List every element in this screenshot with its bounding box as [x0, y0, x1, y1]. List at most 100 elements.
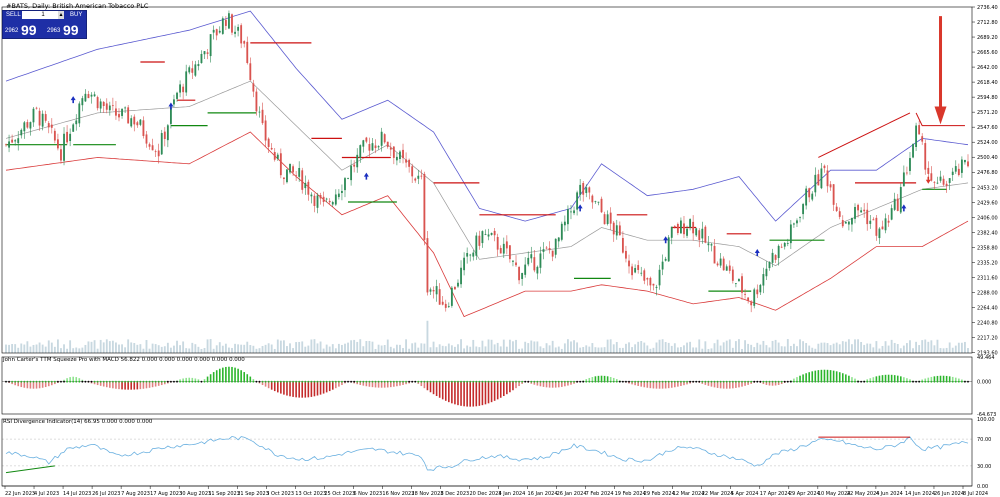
squeeze-dot: [231, 380, 233, 383]
candle-body: [224, 19, 227, 26]
volume-bar: [206, 339, 209, 353]
candle-body: [206, 52, 209, 54]
volume-bar: [133, 343, 136, 353]
squeeze-dot: [423, 380, 426, 383]
candle-body: [322, 196, 325, 202]
candle-body: [47, 123, 50, 128]
candle-body: [157, 150, 160, 157]
volume-bar: [29, 346, 32, 353]
squeeze-dot: [295, 380, 298, 383]
squeeze-dot: [322, 380, 325, 383]
time-tick-label: 25 Oct 2023: [324, 491, 355, 497]
price-tick-label: 2594.80: [977, 95, 998, 101]
volume-bar: [637, 341, 640, 353]
time-tick-label: 13 Oct 2023: [295, 491, 326, 497]
candle-body: [457, 282, 459, 287]
squeeze-dot: [493, 380, 496, 383]
price-tick-label: 2524.00: [977, 140, 998, 146]
squeeze-dot: [203, 380, 206, 383]
candle-body: [231, 14, 233, 33]
squeeze-dot: [377, 380, 380, 383]
candle-body: [496, 236, 499, 250]
volume-bar: [548, 345, 551, 353]
candle-body: [902, 172, 905, 187]
time-tick-label: 17 Apr 2024: [760, 491, 791, 497]
price-tick-label: 2476.80: [977, 170, 998, 176]
sell-label[interactable]: SELL: [6, 12, 21, 18]
candle-body: [927, 167, 930, 174]
candle-body: [750, 302, 753, 306]
buy-label[interactable]: BUY: [70, 12, 83, 18]
squeeze-dot: [170, 380, 172, 383]
squeeze-dot: [622, 380, 624, 383]
volume-bar: [273, 348, 276, 353]
volume-bar: [591, 343, 594, 353]
candle-body: [521, 272, 524, 279]
price-tick-label: 2311.60: [977, 275, 998, 281]
squeeze-dot: [835, 380, 838, 383]
squeeze-dot: [490, 380, 493, 383]
squeeze-dot: [237, 380, 240, 383]
volume-bar: [768, 347, 771, 353]
volume-bar: [362, 346, 365, 353]
candle-body: [576, 192, 579, 210]
volume-bar: [747, 343, 750, 353]
squeeze-dot: [643, 380, 646, 383]
volume-bar: [371, 341, 374, 353]
candle-body: [75, 120, 78, 125]
volume-bar: [606, 339, 609, 353]
squeeze-dot: [475, 380, 478, 383]
squeeze-dot: [502, 380, 505, 383]
squeeze-dot: [921, 380, 924, 383]
candle-body: [298, 167, 301, 177]
volume-bar: [313, 339, 316, 353]
time-tick-label: 22 Mar 2024: [702, 491, 734, 497]
price-tick-label: 2689.20: [977, 35, 998, 41]
volume-bar: [392, 348, 395, 353]
volume-bar: [896, 344, 899, 353]
squeeze-dot: [509, 380, 511, 383]
volume-bar: [111, 340, 114, 353]
squeeze-dot: [460, 380, 462, 383]
volume-bar: [545, 343, 548, 353]
candle-body: [765, 268, 768, 277]
squeeze-dot: [802, 380, 804, 383]
volume-bar: [692, 347, 695, 353]
candle-body: [829, 184, 832, 188]
candle-body: [533, 257, 536, 271]
volume-bar: [60, 348, 62, 353]
volume-bar: [383, 345, 386, 353]
squeeze-dot: [148, 380, 151, 383]
buy-button[interactable]: 2963 99: [45, 22, 85, 38]
sell-button[interactable]: 2962 99: [3, 22, 43, 38]
sell-price-big: 99: [21, 22, 37, 38]
volume-bar: [377, 344, 380, 353]
squeeze-dot: [41, 380, 44, 383]
candle-body: [163, 131, 166, 139]
candle-body: [625, 250, 627, 259]
volume-bar: [47, 340, 50, 353]
candle-body: [744, 293, 746, 295]
squeeze-dot: [863, 380, 866, 383]
buy-signal-arrow: [754, 248, 760, 256]
squeeze-dot: [283, 380, 285, 383]
squeeze-dot: [246, 380, 249, 383]
candle-body: [649, 277, 652, 286]
quantity-increase-button[interactable]: ▴: [58, 11, 64, 19]
squeeze-dot: [524, 380, 527, 383]
candle-body: [945, 183, 948, 186]
squeeze-dot: [789, 380, 792, 383]
squeeze-dot: [316, 380, 319, 383]
candle-body: [817, 174, 820, 186]
volume-bar: [942, 348, 945, 353]
candle-body: [460, 267, 462, 285]
squeeze-dot: [481, 380, 484, 383]
quantity-input[interactable]: 1: [22, 11, 64, 19]
volume-bar: [435, 347, 438, 353]
candle-body: [719, 258, 722, 266]
volume-bar: [411, 343, 414, 353]
candle-body: [747, 297, 750, 301]
volume-bar: [670, 345, 673, 353]
macd-histogram: [2, 366, 972, 407]
volume-bar: [124, 347, 127, 353]
